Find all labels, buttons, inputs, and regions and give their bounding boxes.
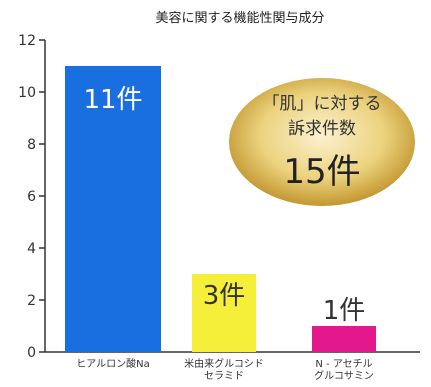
callout-count: 15件 xyxy=(283,152,360,192)
y-axis-ticks: 0 2 4 6 8 10 12 xyxy=(18,33,45,361)
category-label: グルコサミン xyxy=(314,369,374,382)
y-tick-label: 0 xyxy=(27,345,36,361)
category-label: 米由来グルコシド xyxy=(184,357,264,370)
bar-value-label: 1件 xyxy=(323,296,366,326)
y-tick-label: 8 xyxy=(27,137,36,153)
y-tick-label: 6 xyxy=(27,189,36,205)
callout-oval xyxy=(229,78,415,206)
bars: 11件 3件 1件 xyxy=(65,66,376,352)
category-label: ヒアルロン酸Na xyxy=(76,357,150,370)
bar xyxy=(65,66,161,352)
bar-value-label: 11件 xyxy=(83,85,142,115)
bar xyxy=(192,274,256,352)
y-tick-label: 2 xyxy=(27,293,36,309)
callout-line-2: 訴求件数 xyxy=(288,119,356,139)
category-label: セラミド xyxy=(204,370,244,382)
y-tick-label: 10 xyxy=(18,85,36,101)
count-callout: 「肌」に対する 訴求件数 15件 xyxy=(229,78,415,206)
category-label: N - アセチル xyxy=(315,358,372,370)
bar-value-label: 3件 xyxy=(203,281,246,311)
bar xyxy=(312,326,376,352)
callout-line-1: 「肌」に対する xyxy=(263,94,382,114)
y-tick-label: 4 xyxy=(27,241,36,257)
y-tick-label: 12 xyxy=(18,33,36,49)
chart-title: 美容に関する機能性関与成分 xyxy=(155,10,324,26)
